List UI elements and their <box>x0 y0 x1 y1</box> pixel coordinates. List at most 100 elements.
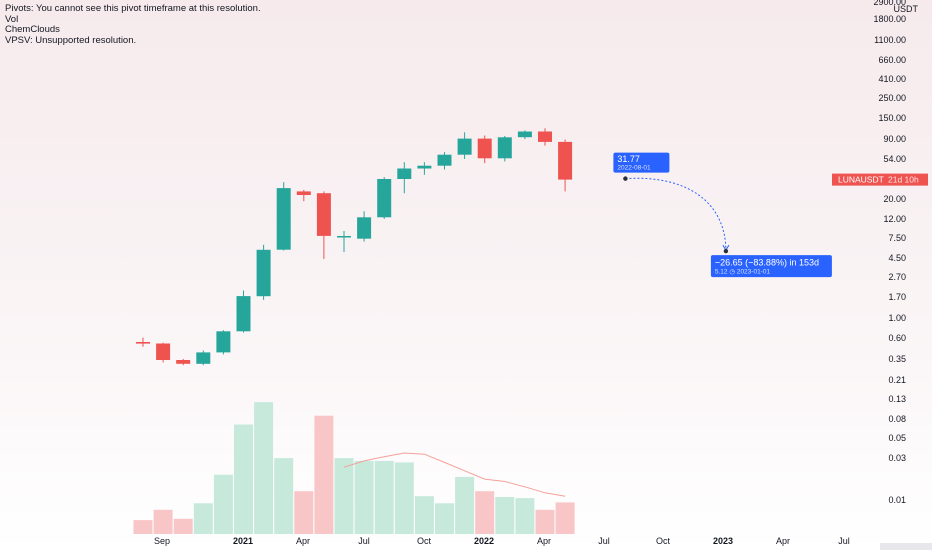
candle-body <box>276 188 291 250</box>
time-tick-label: Oct <box>417 536 432 546</box>
pivots-indicator-status[interactable]: Pivots: You cannot see this pivot timefr… <box>5 3 261 14</box>
chemclouds-indicator-label[interactable]: ChemClouds <box>5 24 60 35</box>
indicator-legend[interactable]: Pivots: You cannot see this pivot timefr… <box>5 3 261 46</box>
price-tick-label: 90.00 <box>883 134 906 144</box>
candle-body <box>477 138 492 159</box>
candle[interactable] <box>337 231 351 253</box>
candle[interactable] <box>377 177 392 219</box>
candle[interactable] <box>316 191 331 259</box>
price-tick-label: 4.50 <box>888 253 906 263</box>
candle-body <box>256 249 271 297</box>
price-tick-label: 410.00 <box>878 74 906 84</box>
candle[interactable] <box>357 211 372 242</box>
volume-bar <box>435 503 454 534</box>
volume-bar <box>394 462 414 534</box>
candle[interactable] <box>477 135 492 164</box>
time-tick-label: Oct <box>656 536 671 546</box>
time-tick-label: Sep <box>154 536 170 546</box>
candle[interactable] <box>517 130 532 140</box>
volume-layer <box>133 402 575 534</box>
volume-bar <box>314 415 334 534</box>
volume-bar <box>414 496 434 534</box>
candle-body <box>457 138 472 155</box>
candle-body <box>296 191 311 195</box>
candle-body <box>497 137 512 159</box>
candle[interactable] <box>276 182 291 251</box>
price-tick-label: 2.70 <box>888 272 906 282</box>
projection-start-label <box>613 152 670 173</box>
price-tick-label: 660.00 <box>878 55 906 65</box>
time-tick-label: Apr <box>296 536 310 546</box>
candle[interactable] <box>497 136 512 162</box>
price-tick-label: 0.03 <box>888 453 906 463</box>
candle[interactable] <box>156 342 171 363</box>
volume-bar <box>535 509 555 534</box>
time-tick-label: Jul <box>598 536 610 546</box>
candle[interactable] <box>216 330 231 355</box>
projection-start-point[interactable] <box>623 176 628 181</box>
candle[interactable] <box>417 162 432 175</box>
time-tick-label: Apr <box>537 536 551 546</box>
candle-body <box>176 360 191 364</box>
price-tick-label: 1800.00 <box>873 14 906 24</box>
price-tick-label: 1100.00 <box>874 35 906 45</box>
price-tick-label: 7.50 <box>888 233 906 243</box>
candle[interactable] <box>196 350 211 366</box>
projection-start-price: 31.77 <box>617 154 640 164</box>
time-axis[interactable]: Sep 2021 Apr Jul Oct 2022 Apr Jul Oct 2023 Apr Jul <box>154 536 932 550</box>
price-tick-label: 0.60 <box>888 333 906 343</box>
vol-indicator-label[interactable]: Vol <box>5 13 19 25</box>
time-tick-label: 2021 <box>233 536 253 546</box>
candle-body <box>196 352 211 364</box>
candle-body <box>136 342 150 344</box>
price-tick-label: 0.13 <box>888 394 906 404</box>
price-tick-label: 0.08 <box>888 414 906 424</box>
price-tick-label: 2900.00 <box>873 0 906 7</box>
volume-bar <box>334 458 354 534</box>
candle[interactable] <box>457 132 472 159</box>
price-tick-label: 0.01 <box>888 495 906 505</box>
volume-bar <box>455 476 475 534</box>
candle-body <box>417 165 432 169</box>
candle[interactable] <box>558 139 573 192</box>
candle[interactable] <box>397 162 412 194</box>
price-tick-label: 0.21 <box>888 375 906 385</box>
volume-bar <box>294 491 314 534</box>
volume-bar <box>133 520 153 534</box>
projection-end-info: 5.12 ◷ 2023-01-01 <box>715 269 771 276</box>
volume-bar <box>495 497 515 534</box>
candle-body <box>558 141 573 180</box>
candle-body <box>337 236 351 238</box>
volume-ma-layer <box>343 452 566 497</box>
candle[interactable] <box>437 152 452 170</box>
candle[interactable] <box>236 290 251 333</box>
volume-bar <box>515 498 535 534</box>
candle-body <box>216 331 231 353</box>
price-tick-label: 150.00 <box>878 113 906 123</box>
candle-body <box>236 296 251 332</box>
time-tick-label: Jul <box>838 536 850 546</box>
volume-bar <box>555 502 575 534</box>
candle[interactable] <box>256 244 271 300</box>
candle[interactable] <box>538 128 552 146</box>
candle[interactable] <box>136 337 150 347</box>
candle-layer <box>136 128 573 366</box>
projection-curve <box>625 177 727 252</box>
volume-bar <box>193 503 213 534</box>
projection-end-point[interactable] <box>723 248 729 254</box>
price-tick-label: 1.70 <box>888 292 906 302</box>
time-axis-scroll-handle[interactable] <box>880 543 932 550</box>
candle[interactable] <box>296 189 311 202</box>
price-tick-label: 1.00 <box>888 313 906 323</box>
candle-body <box>397 168 412 179</box>
price-tick-label: 54.00 <box>883 154 906 164</box>
candle[interactable] <box>176 358 191 366</box>
volume-bar <box>274 458 294 534</box>
volume-bar <box>153 509 173 534</box>
symbol-name: LUNAUSDT <box>838 175 884 185</box>
vpsv-indicator-status[interactable]: VPSV: Unsupported resolution. <box>5 34 137 46</box>
time-tick-label: 2022 <box>474 536 494 546</box>
